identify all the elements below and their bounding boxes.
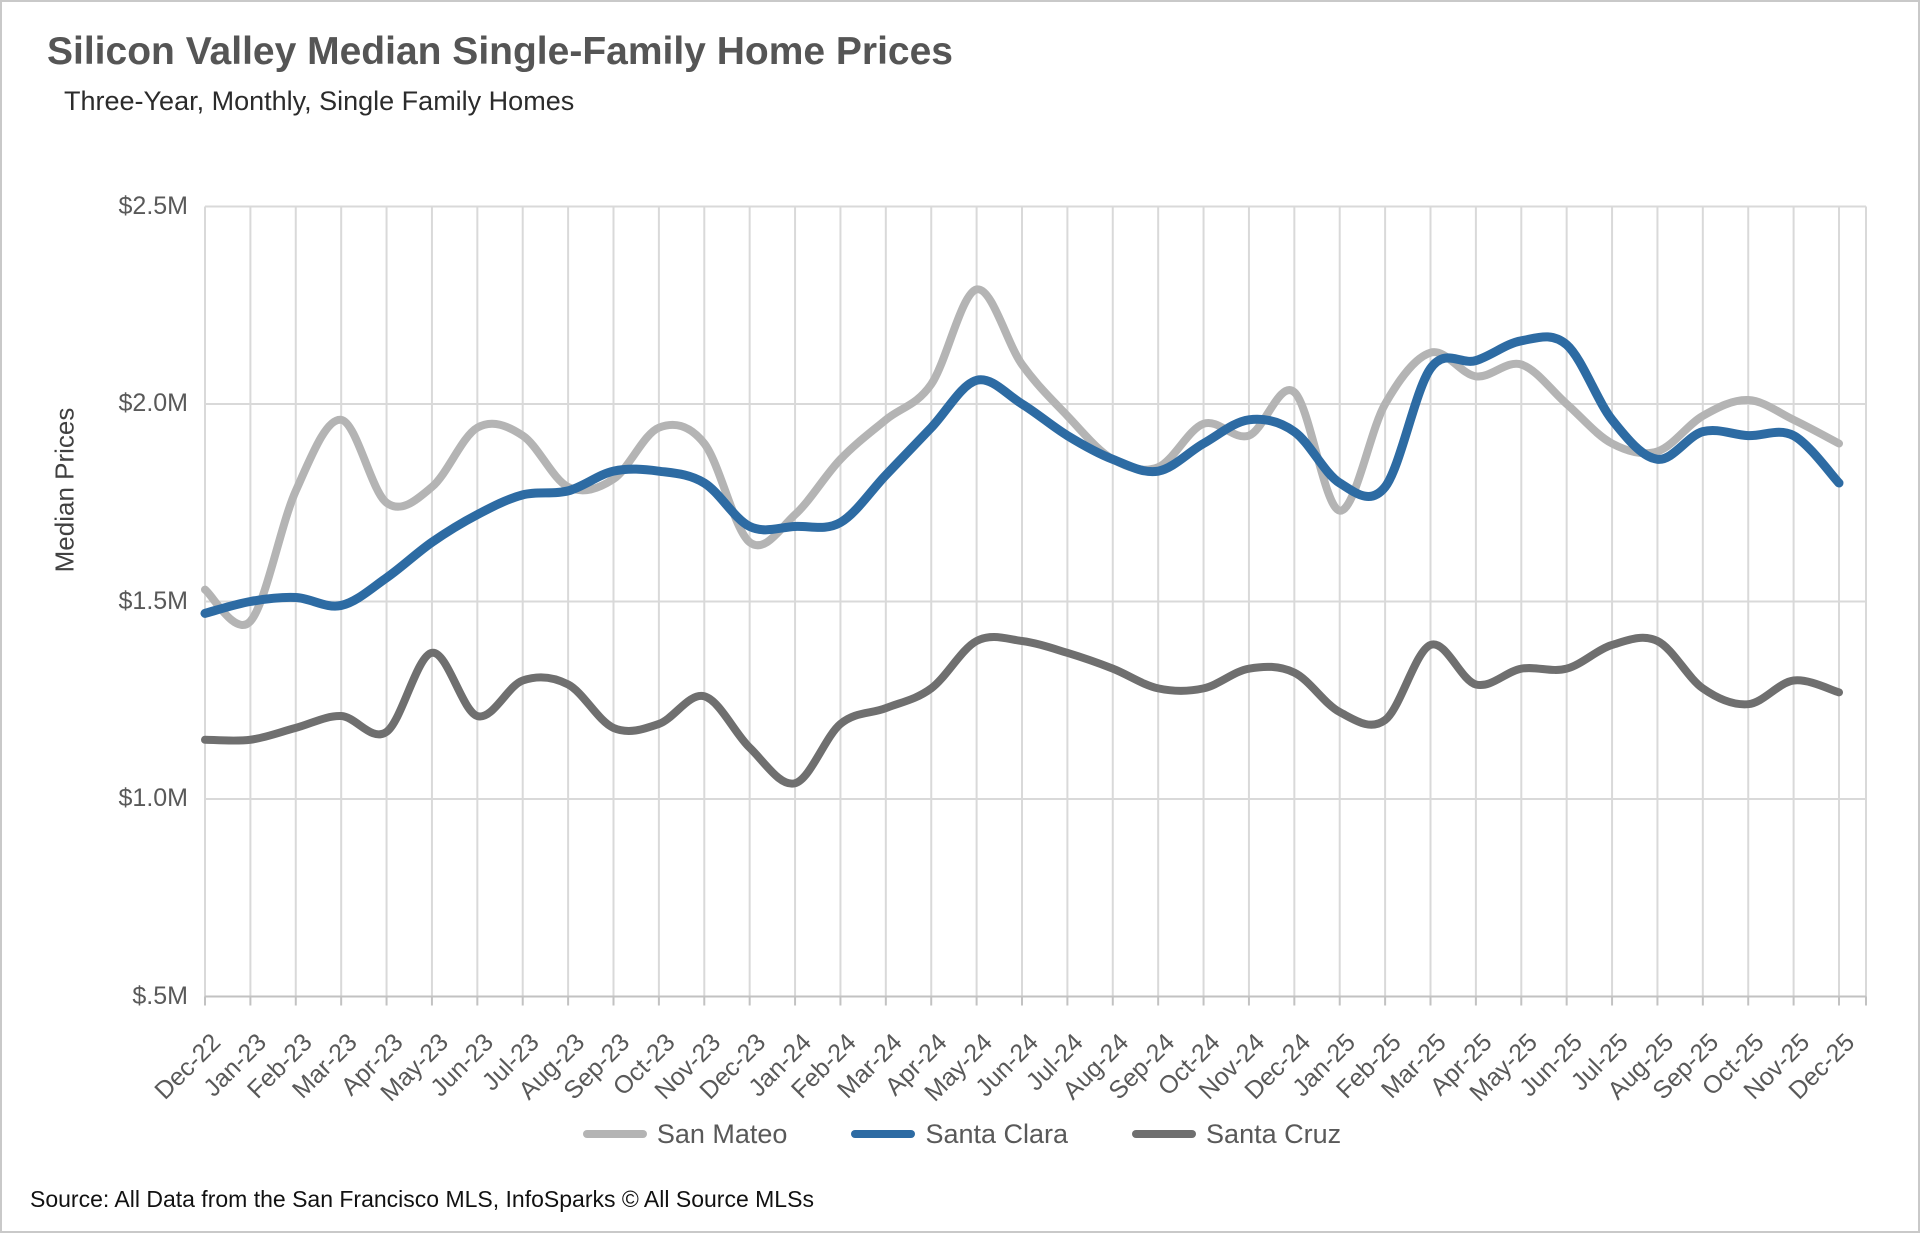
legend-label-santa-clara: Santa Clara xyxy=(925,1118,1069,1149)
legend-label-santa-cruz: Santa Cruz xyxy=(1206,1118,1342,1149)
legend-item-santa-cruz: Santa Cruz xyxy=(1132,1119,1341,1150)
y-tick-label: $1.0M xyxy=(118,784,188,812)
series-line-santa-cruz xyxy=(201,633,1843,788)
legend-label-san-mateo: San Mateo xyxy=(656,1118,788,1149)
legend-item-santa-clara: Santa Clara xyxy=(851,1119,1068,1150)
y-tick-label: $.5M xyxy=(132,981,188,1010)
series-line-santa-clara xyxy=(200,332,1844,618)
legend-item-san-mateo: San Mateo xyxy=(582,1118,788,1150)
legend-swatch-santa-cruz xyxy=(1132,1130,1197,1138)
legend: San Mateo Santa Clara Santa Cruz xyxy=(2,1117,1918,1151)
legend-swatch-san-mateo xyxy=(582,1130,647,1138)
chart-title: Silicon Valley Median Single-Family Home… xyxy=(47,30,953,73)
chart-subtitle: Three-Year, Monthly, Single Family Homes xyxy=(64,86,575,116)
y-tick-label: $2.0M xyxy=(118,389,188,417)
y-tick-label: $2.5M xyxy=(118,191,188,220)
series-line-san-mateo xyxy=(201,285,1843,629)
y-tick-label: $1.5M xyxy=(118,586,188,615)
source-note: Source: All Data from the San Francisco … xyxy=(30,1186,814,1212)
legend-swatch-santa-clara xyxy=(851,1130,916,1138)
